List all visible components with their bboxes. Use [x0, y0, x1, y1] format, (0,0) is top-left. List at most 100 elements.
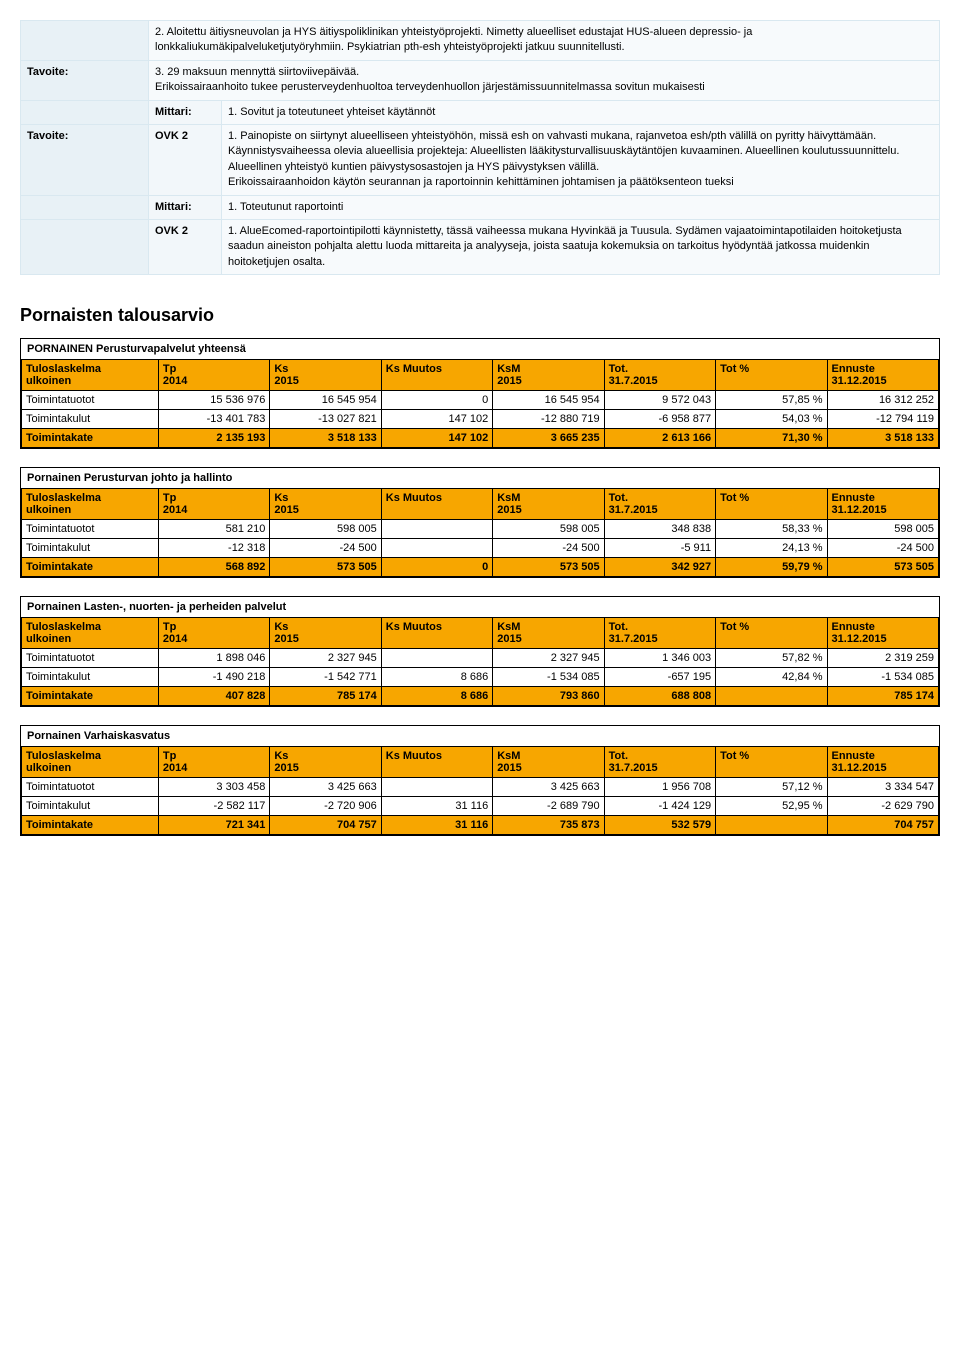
- column-header: Ennuste31.12.2015: [827, 618, 938, 649]
- value-cell: 704 757: [827, 816, 938, 835]
- value-cell: 573 505: [827, 558, 938, 577]
- value-cell: -1 542 771: [270, 668, 381, 687]
- value-cell: 54,03 %: [716, 410, 827, 429]
- finance-table: TuloslaskelmaulkoinenTp2014Ks2015Ks Muut…: [21, 488, 939, 577]
- value-cell: -24 500: [493, 539, 604, 558]
- value-cell: 598 005: [270, 520, 381, 539]
- value-cell: 785 174: [270, 687, 381, 706]
- value-cell: 2 613 166: [604, 429, 715, 448]
- value-cell: 721 341: [158, 816, 269, 835]
- column-header: Tot.31.7.2015: [604, 489, 715, 520]
- value-cell: -12 318: [158, 539, 269, 558]
- row-label: Toimintatuotot: [22, 778, 159, 797]
- value-cell: 704 757: [270, 816, 381, 835]
- value-cell: -24 500: [827, 539, 938, 558]
- value-cell: [716, 816, 827, 835]
- column-header: Tuloslaskelmaulkoinen: [22, 489, 159, 520]
- tavoite-label: [21, 195, 149, 219]
- value-cell: 568 892: [158, 558, 269, 577]
- column-header: Ennuste31.12.2015: [827, 489, 938, 520]
- value-cell: 2 327 945: [493, 649, 604, 668]
- value-cell: -1 534 085: [827, 668, 938, 687]
- value-cell: 2 135 193: [158, 429, 269, 448]
- value-cell: -2 720 906: [270, 797, 381, 816]
- finance-table-block: Pornainen Perusturvan johto ja hallintoT…: [20, 467, 940, 578]
- value-cell: 407 828: [158, 687, 269, 706]
- value-cell: 532 579: [604, 816, 715, 835]
- value-cell: 3 518 133: [270, 429, 381, 448]
- column-header: KsM2015: [493, 489, 604, 520]
- column-header: Ks Muutos: [381, 489, 492, 520]
- value-cell: 573 505: [493, 558, 604, 577]
- column-header: Tot %: [716, 618, 827, 649]
- value-cell: 735 873: [493, 816, 604, 835]
- value-cell: [381, 649, 492, 668]
- value-cell: -12 880 719: [493, 410, 604, 429]
- value-cell: 71,30 %: [716, 429, 827, 448]
- value-cell: 3 665 235: [493, 429, 604, 448]
- goals-table: 2. Aloitettu äitiysneuvolan ja HYS äitiy…: [20, 20, 940, 275]
- column-header: Tot %: [716, 489, 827, 520]
- column-header: KsM2015: [493, 747, 604, 778]
- value-cell: [716, 687, 827, 706]
- finance-table-block: Pornainen Lasten-, nuorten- ja perheiden…: [20, 596, 940, 707]
- value-cell: 57,82 %: [716, 649, 827, 668]
- value-cell: 3 425 663: [493, 778, 604, 797]
- row-label: Toimintakulut: [22, 797, 159, 816]
- finance-table: TuloslaskelmaulkoinenTp2014Ks2015Ks Muut…: [21, 746, 939, 835]
- value-cell: 0: [381, 558, 492, 577]
- row-label: Toimintakate: [22, 429, 159, 448]
- tavoite-label: [21, 100, 149, 124]
- tavoite-label: [21, 219, 149, 274]
- value-cell: [381, 539, 492, 558]
- finance-table: TuloslaskelmaulkoinenTp2014Ks2015Ks Muut…: [21, 359, 939, 448]
- content-cell: 1. Painopiste on siirtynyt alueelliseen …: [222, 124, 940, 195]
- value-cell: 57,12 %: [716, 778, 827, 797]
- value-cell: 581 210: [158, 520, 269, 539]
- column-header: Tot.31.7.2015: [604, 360, 715, 391]
- value-cell: -1 490 218: [158, 668, 269, 687]
- column-header: Ennuste31.12.2015: [827, 747, 938, 778]
- row-label: Toimintakulut: [22, 668, 159, 687]
- column-header: Tp2014: [158, 489, 269, 520]
- value-cell: -12 794 119: [827, 410, 938, 429]
- value-cell: 1 956 708: [604, 778, 715, 797]
- value-cell: 9 572 043: [604, 391, 715, 410]
- value-cell: 59,79 %: [716, 558, 827, 577]
- value-cell: 793 860: [493, 687, 604, 706]
- value-cell: 24,13 %: [716, 539, 827, 558]
- column-header: Tot %: [716, 747, 827, 778]
- value-cell: 348 838: [604, 520, 715, 539]
- row-label: Toimintatuotot: [22, 520, 159, 539]
- value-cell: 1 898 046: [158, 649, 269, 668]
- tavoite-label: Tavoite:: [21, 60, 149, 100]
- value-cell: -2 629 790: [827, 797, 938, 816]
- row-label: Toimintakate: [22, 687, 159, 706]
- value-cell: 16 545 954: [493, 391, 604, 410]
- value-cell: -2 582 117: [158, 797, 269, 816]
- value-cell: -5 911: [604, 539, 715, 558]
- column-header: Tot.31.7.2015: [604, 747, 715, 778]
- value-cell: [381, 520, 492, 539]
- column-header: KsM2015: [493, 360, 604, 391]
- value-cell: 31 116: [381, 816, 492, 835]
- column-header: Tuloslaskelmaulkoinen: [22, 618, 159, 649]
- column-header: Ennuste31.12.2015: [827, 360, 938, 391]
- value-cell: 598 005: [493, 520, 604, 539]
- row-label: Toimintakulut: [22, 410, 159, 429]
- value-cell: 42,84 %: [716, 668, 827, 687]
- value-cell: 16 545 954: [270, 391, 381, 410]
- column-header: Tp2014: [158, 747, 269, 778]
- value-cell: 8 686: [381, 668, 492, 687]
- value-cell: 8 686: [381, 687, 492, 706]
- column-header: Tp2014: [158, 360, 269, 391]
- column-header: Tp2014: [158, 618, 269, 649]
- column-header: Tot.31.7.2015: [604, 618, 715, 649]
- value-cell: 16 312 252: [827, 391, 938, 410]
- row-label: Toimintakate: [22, 558, 159, 577]
- column-header: Tuloslaskelmaulkoinen: [22, 360, 159, 391]
- value-cell: 31 116: [381, 797, 492, 816]
- column-header: Ks2015: [270, 618, 381, 649]
- row-label: Toimintatuotot: [22, 391, 159, 410]
- finance-table-block: Pornainen VarhaiskasvatusTuloslaskelmaul…: [20, 725, 940, 836]
